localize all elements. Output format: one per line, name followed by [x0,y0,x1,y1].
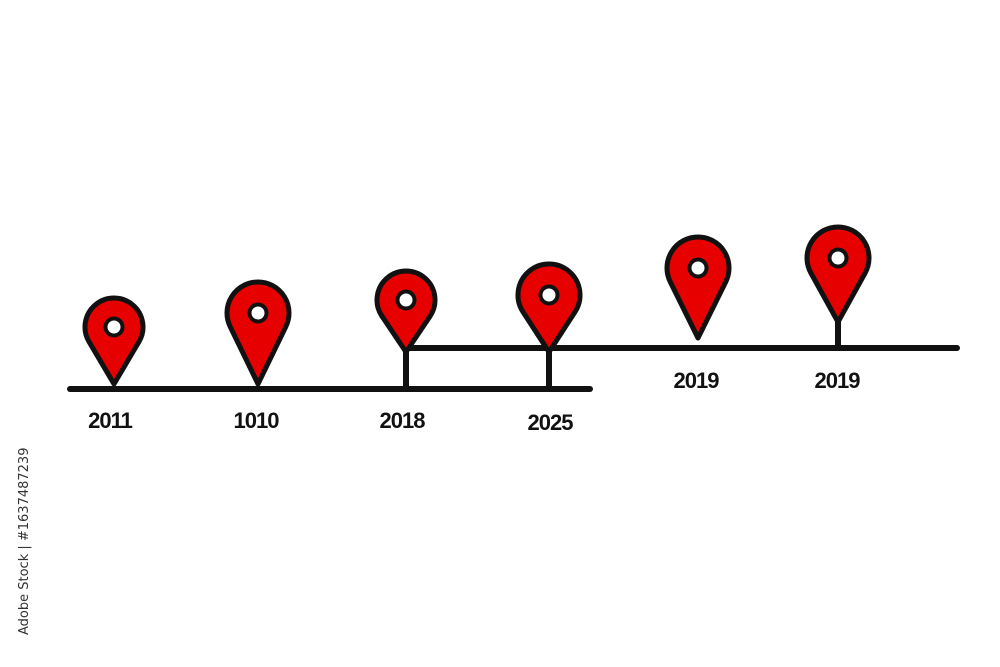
pin-body [82,295,146,387]
watermark: Adobe Stock | #1637487239 [17,448,32,635]
map-pin-icon [82,295,146,387]
map-pin-icon [374,268,438,389]
map-pin-icon [804,224,872,348]
pin-hole [687,257,709,279]
label-2025: 2025 [528,410,574,435]
pin-hole [395,289,417,311]
pin-hole [247,302,269,324]
label-2011: 2011 [88,408,132,433]
pin-body [224,279,292,387]
pin-body [374,268,438,355]
pin-hole [538,284,560,306]
label-2018: 2018 [380,408,426,433]
label-2019-b: 2019 [815,368,861,393]
map-pin-icon [224,279,292,387]
pin-body [515,261,583,355]
label-2019-a: 2019 [674,368,720,393]
map-pin-icon [515,261,583,392]
map-pin-icon [664,234,732,341]
label-1010: 1010 [234,408,280,433]
pin-hole [827,247,849,269]
pin-body [804,224,872,325]
pin-hole [103,316,125,338]
pin-body [664,234,732,341]
